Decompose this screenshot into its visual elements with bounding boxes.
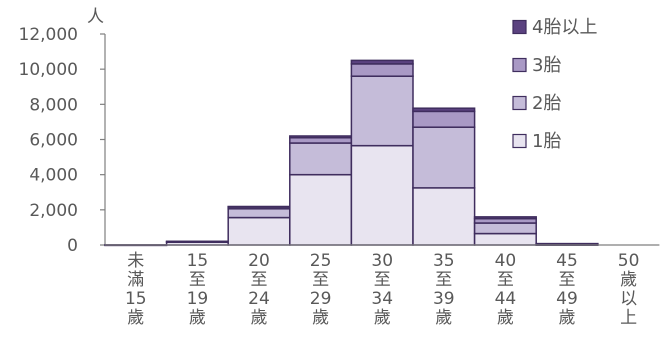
legend-label: 2胎 <box>532 93 561 114</box>
bar-segment-2-3 <box>227 208 291 219</box>
x-tick-label-line: 34 <box>371 289 393 309</box>
bar-segment-2-7 <box>473 222 537 235</box>
x-tick-label-line: 35 <box>433 251 455 271</box>
x-tick-label-line: 至 <box>312 270 329 290</box>
bar-segment-4-3 <box>227 205 291 208</box>
x-tick-label-line: 歲 <box>435 308 452 328</box>
x-tick-label-line: 至 <box>435 270 452 290</box>
x-tick-label-line: 至 <box>189 270 206 290</box>
x-tick-label-line: 50 <box>618 251 640 271</box>
x-tick-label: 45 至 49 歲 <box>556 251 578 328</box>
x-tick-label: 35 至 39 歲 <box>433 251 455 328</box>
x-tick-label-line: 44 <box>495 289 517 309</box>
bar-segment-3-6 <box>412 110 476 128</box>
x-tick-label-line: 40 <box>495 251 517 271</box>
x-tick-label-line: 39 <box>433 289 455 309</box>
legend-swatch <box>512 19 527 35</box>
x-tick-label-line: 至 <box>374 270 391 290</box>
x-tick-label-line: 15 <box>187 251 209 271</box>
bar-segment-3-4 <box>289 136 353 144</box>
y-tick-label: 6,000 <box>29 131 78 151</box>
x-tick-label-line: 30 <box>371 251 393 271</box>
x-tick-label-line: 以 <box>620 289 637 309</box>
bar-segment-1-6 <box>412 187 476 246</box>
x-tick-label-line: 歲 <box>312 308 329 328</box>
x-tick-label-line: 滿 <box>127 270 144 290</box>
x-tick-label: 30 至 34 歲 <box>371 251 393 328</box>
x-tick-label-line: 歲 <box>620 270 637 290</box>
y-tick-label: 8,000 <box>29 95 78 115</box>
x-tick-label-line: 至 <box>497 270 514 290</box>
x-tick-label: 15 至 19 歲 <box>187 251 209 328</box>
legend-swatch <box>512 133 527 149</box>
x-tick-label-line: 歲 <box>497 308 514 328</box>
bar-segment-3-2 <box>165 240 229 243</box>
bar-segment-4-5 <box>350 59 414 65</box>
bar-segment-1-7 <box>473 232 537 246</box>
x-tick-label: 未滿 15 歲 <box>125 251 147 328</box>
x-tick-label-line: 49 <box>556 289 578 309</box>
x-tick-label: 50 歲以上 <box>618 251 640 328</box>
x-tick-label-line: 29 <box>310 289 332 309</box>
bar-segment-2-5 <box>350 75 414 147</box>
bar-segment-1-3 <box>227 216 291 246</box>
bar-segment-4-7 <box>473 216 537 220</box>
y-axis: 人 0 2,000 4,000 6,000 8,000 10,000 12,000 <box>19 7 106 256</box>
x-tick-label-line: 歲 <box>189 308 206 328</box>
x-tick-label-line: 歲 <box>559 308 576 328</box>
bar-segment-4-6 <box>412 107 476 113</box>
legend-label: 1胎 <box>532 131 561 152</box>
legend-label: 3胎 <box>532 55 561 76</box>
x-tick-label-line: 45 <box>556 251 578 271</box>
legend-label: 4胎以上 <box>532 17 597 38</box>
y-tick-label: 2,000 <box>29 201 78 221</box>
bar-segment-4-4 <box>289 135 353 139</box>
x-tick-label-line: 19 <box>187 289 209 309</box>
x-axis: 未滿 15 歲15 至 19 歲20 至 24 歲25 至 29 歲30 至 34 歲35 至 39 歲40 至 44… <box>105 244 660 328</box>
x-tick-label: 25 至 29 歲 <box>310 251 332 328</box>
x-tick-label-line: 歲 <box>374 308 391 328</box>
x-tick-label-line: 25 <box>310 251 332 271</box>
x-tick-label-line: 15 <box>125 289 147 309</box>
x-tick-label: 40 至 44 歲 <box>495 251 517 328</box>
x-tick-label-line: 歲 <box>251 308 268 328</box>
bar-segment-1-5 <box>350 144 414 246</box>
x-tick-label-line: 20 <box>248 251 270 271</box>
y-tick-label: 0 <box>67 236 78 256</box>
bar-segment-2-4 <box>289 142 353 176</box>
bar-segment-3-5 <box>350 63 414 77</box>
bar-segment-4-8 <box>535 242 599 245</box>
bars <box>104 59 599 247</box>
y-unit-label: 人 <box>87 7 104 27</box>
x-tick-label-line: 至 <box>559 270 576 290</box>
x-tick-label: 20 至 24 歲 <box>248 251 270 328</box>
x-tick-label-line: 24 <box>248 289 270 309</box>
x-tick-label-line: 未 <box>127 251 144 271</box>
y-tick-label: 10,000 <box>19 60 78 80</box>
bar-segment-1-4 <box>289 173 353 246</box>
legend: 4胎以上 3胎 2胎 1胎 <box>512 17 597 152</box>
bar-segment-2-6 <box>412 126 476 189</box>
x-tick-label-line: 歲 <box>127 308 144 328</box>
x-tick-label-line: 上 <box>620 308 637 328</box>
y-tick-label: 12,000 <box>19 25 78 45</box>
x-tick-label-line: 至 <box>251 270 268 290</box>
y-tick-label: 4,000 <box>29 166 78 186</box>
legend-swatch <box>512 95 527 111</box>
legend-swatch <box>512 57 527 73</box>
